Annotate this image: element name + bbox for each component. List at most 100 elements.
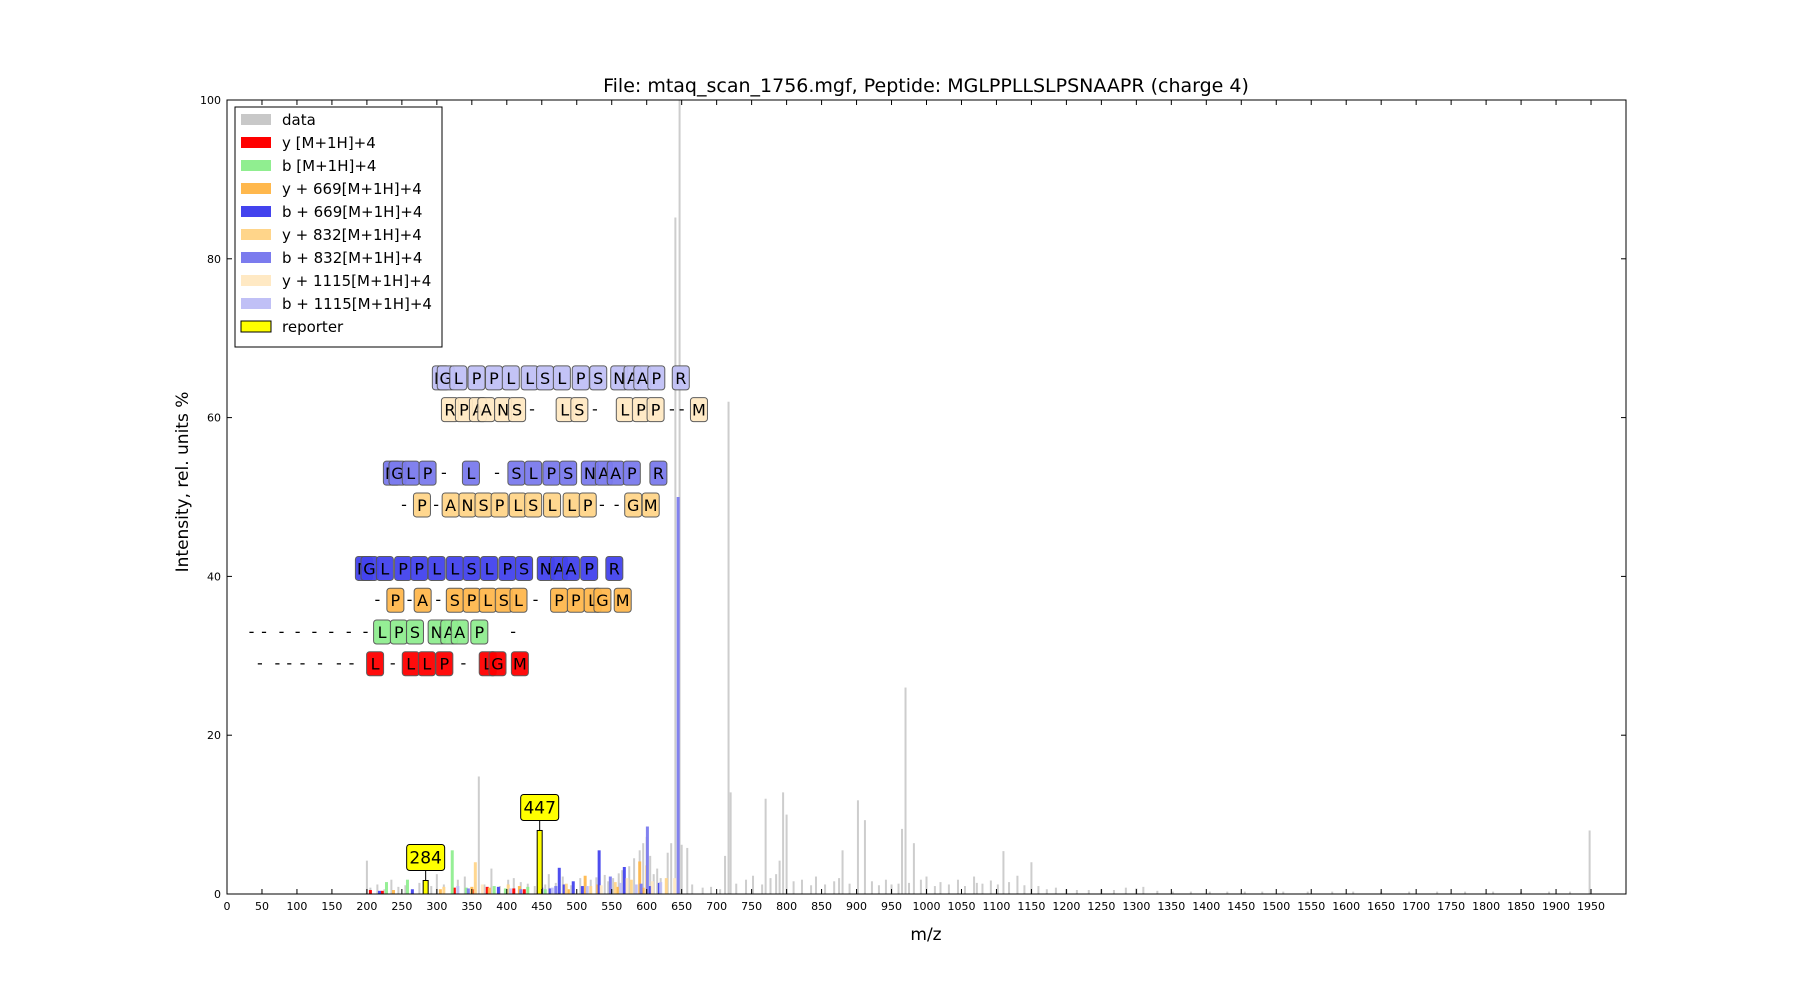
annotation-residue-box (449, 365, 468, 391)
peak-data (1569, 891, 1572, 894)
peak-data (814, 876, 817, 894)
peak-data (1352, 891, 1355, 894)
annotation-residue: S (574, 401, 584, 420)
annotation-residue: L (525, 369, 534, 388)
reporter-label-text: 447 (523, 798, 555, 818)
peak-data (956, 879, 959, 894)
annotation-residue: L (380, 559, 389, 578)
peak-data (912, 843, 915, 894)
peak-b (450, 850, 454, 894)
annotation-residue: A (637, 369, 648, 388)
annotation-residue-box (559, 460, 578, 486)
legend-swatch-b832 (241, 252, 271, 263)
peak-y669 (438, 889, 442, 894)
x-tick-label: 700 (706, 900, 727, 913)
annotation-gap: - (599, 495, 605, 514)
x-tick-label: 1200 (1052, 900, 1080, 913)
annotation-residue: P (554, 591, 564, 610)
peak-data (383, 889, 386, 894)
annotation-gap: - (279, 622, 285, 641)
peak-data (1030, 862, 1033, 894)
annotation-gap: - (300, 654, 306, 673)
annotation-residue: S (478, 496, 488, 515)
peak-y669 (566, 889, 570, 894)
peak-data (1023, 885, 1026, 894)
peak-y669 (391, 890, 395, 894)
annotation-residue-box (386, 587, 405, 613)
peak-data (435, 874, 438, 894)
annotation-residue: M (513, 655, 527, 674)
x-tick-label: 1150 (1017, 900, 1045, 913)
peak-data (1002, 851, 1005, 894)
peak-y832 (506, 884, 510, 894)
annotation-residue-box (508, 397, 527, 423)
annotation-residue: S (563, 464, 573, 483)
annotation-residue: S (450, 591, 460, 610)
peak-data (856, 800, 859, 894)
annotation-residue-box (405, 619, 424, 645)
annotation-gap: - (286, 654, 292, 673)
peak-y (452, 887, 456, 894)
peak-data (686, 847, 689, 894)
reporter-peak (536, 829, 543, 895)
annotation-gap: - (295, 622, 301, 641)
annotation-residue-box (552, 365, 571, 391)
y-tick-label: 20 (207, 729, 221, 742)
legend-swatch-b1115 (241, 298, 271, 309)
peak-b669 (648, 886, 652, 894)
peak-y832 (442, 886, 446, 894)
x-tick-label: 1950 (1577, 900, 1605, 913)
peak-data (841, 850, 844, 894)
x-tick-label: 1750 (1437, 900, 1465, 913)
annotation-gap: - (346, 622, 352, 641)
peak-data (701, 887, 704, 894)
peak-data (800, 879, 803, 894)
legend-label-b: b [M+1H]+4 (282, 157, 376, 175)
peak-data (963, 886, 966, 894)
annotation-residue: P (394, 623, 404, 642)
annotation-residue: N (461, 496, 473, 515)
peak-data (674, 217, 677, 895)
annotation-residue: L (513, 496, 522, 515)
annotation-residue-box (480, 555, 499, 581)
y-tick-label: 80 (207, 253, 221, 266)
annotation-residue: S (499, 591, 509, 610)
annotation-residue: G (440, 369, 452, 388)
annotation-residue-box (671, 365, 690, 391)
annotation-residue-box (488, 651, 507, 677)
peak-y669 (583, 875, 587, 894)
x-axis: 0 50 100 150 200 250 300 350 400 450 500 550 600 650 7… (224, 100, 1605, 913)
peak-data (621, 870, 624, 894)
x-tick-label: 500 (566, 900, 587, 913)
peak-data (483, 884, 486, 894)
annotation-residue: M (616, 591, 630, 610)
annotation-residue: P (583, 496, 593, 515)
peak-data (1492, 891, 1495, 894)
annotation-residue-box (515, 555, 534, 581)
x-tick-label: 650 (671, 900, 692, 913)
annotation-gap: - (494, 463, 500, 482)
peak-data (925, 876, 928, 894)
x-tick-label: 800 (776, 900, 797, 913)
peak-y832 (664, 878, 668, 894)
x-tick-label: 1850 (1507, 900, 1535, 913)
annotation-residue: A (627, 369, 638, 388)
annotation-residue: P (467, 591, 477, 610)
x-tick-label: 1450 (1227, 900, 1255, 913)
annotation-gap: - (375, 590, 381, 609)
annotation-gap: - (261, 622, 267, 641)
x-tick-label: 250 (391, 900, 412, 913)
annotation-gap: - (390, 654, 396, 673)
peak-b832 (645, 826, 649, 894)
annotation-residue: P (584, 559, 594, 578)
annotation-residue: P (576, 369, 586, 388)
x-tick-label: 1900 (1542, 900, 1570, 913)
annotation-residue-box (622, 460, 641, 486)
annotation-residue: A (445, 496, 456, 515)
annotation-residue: P (547, 464, 557, 483)
annotation-residue-box (543, 492, 562, 518)
x-tick-label: 450 (531, 900, 552, 913)
legend-swatch-y (241, 137, 271, 148)
peak-y (368, 890, 372, 894)
peak-data (1408, 891, 1411, 894)
